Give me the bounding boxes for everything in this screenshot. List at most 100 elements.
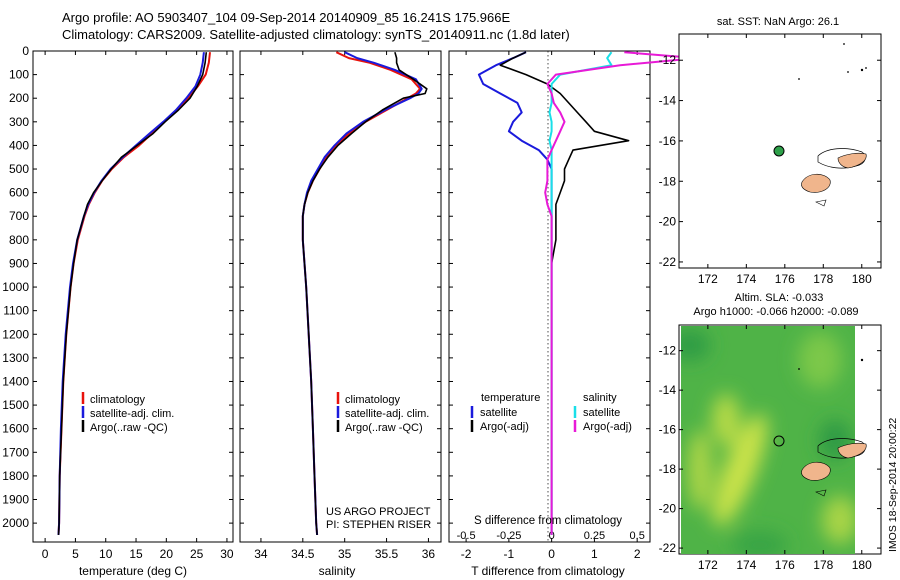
legend-label-t-argo: Argo(-adj) [480,421,529,433]
island-vanua-levu [837,152,867,169]
series-line-climatology [57,52,211,535]
argo-position-marker [773,435,785,447]
legend-header-temperature: temperature [481,392,540,404]
island-viti-levu [801,461,831,481]
map-x-tick-label: 178 [813,272,833,286]
map-y-tick-label: -14 [659,383,677,397]
legend-label-argo: Argo(..raw -QC) [90,422,168,434]
sla-anomaly-positive [688,430,712,510]
salinity-series [301,51,428,535]
map-x-tick-label: 176 [775,558,795,572]
map-y-tick-label: -14 [659,94,677,108]
x-tick-label: 10 [99,547,113,561]
map-x-tick-label: 180 [852,272,872,286]
temperature-xticks: 0 5 10 15 20 25 30 [42,51,234,561]
x-tick-label: 36 [422,547,436,561]
y-tick-label: 100 [9,68,29,82]
islet [865,67,867,69]
islet [860,358,864,362]
x-tick-label: 15 [129,547,143,561]
map-y-tick-label: -12 [659,344,677,358]
difference-top-xlabel: S difference from climatology [474,515,622,527]
sla-anomaly-positive [822,496,855,544]
x-tick-label: 20 [160,547,174,561]
y-tick-label: 1600 [2,422,29,436]
salinity-xlabel: salinity [319,564,356,578]
temperature-yticks: 0 100 200 300 400 500 600 700 800 900 1000 1100 1200… [2,44,233,530]
map-y-tick-label: -22 [659,541,677,555]
top-x-tick-label: -0.25 [496,530,521,542]
x-tick-label: 30 [220,547,234,561]
map-y-tick-label: -16 [659,423,677,437]
difference-panel: -2 -1 0 1 2 -0.5 -0.25 0 0.25 0.5 T difference f… [448,50,698,578]
sla-map-subtitle: Argo h1000: -0.066 h2000: -0.089 [693,306,858,318]
salinity-panel: 34 34.5 35 35.5 36 salinity climatology sate… [239,50,442,578]
temperature-axes-frame [32,50,234,543]
x-tick-label: 25 [190,547,204,561]
y-tick-label: 2000 [2,516,29,530]
map-x-tick-label: 174 [736,558,756,572]
islet [847,71,849,73]
y-tick-label: 200 [9,91,29,105]
legend-label-climatology: climatology [90,394,146,406]
y-tick-label: 700 [9,209,29,223]
top-x-tick-label: -0.5 [457,530,476,542]
legend-label-s-argo: Argo(-adj) [583,421,632,433]
map-x-tick-label: 172 [698,272,718,286]
legend-label-argo: Argo(..raw -QC) [345,422,423,434]
difference-axes-frame [448,50,651,543]
series-line-temperature-satellite [477,51,553,535]
top-x-tick-label: 0 [549,530,555,542]
imos-timestamp: IMOS 18-Sep-2014 20:00:22 [887,418,899,552]
series-line-argo-raw-qc [57,52,208,535]
legend-label-climatology: climatology [345,394,401,406]
map-x-tick-label: 172 [698,558,718,572]
islet [798,78,800,80]
y-tick-label: 900 [9,256,29,270]
sla-anomaly-positive [712,394,740,446]
y-tick-label: 1700 [2,445,29,459]
top-x-tick-label: 0.25 [584,530,605,542]
header-line2: Climatology: CARS2009. Satellite-adjuste… [62,27,570,42]
sla-map-ticks: 172 174 176 178 180 -12 -14 -16 -18 -20 -22 [659,325,881,572]
sla-anomaly-positive [798,332,842,388]
x-tick-label: -2 [461,547,472,561]
island-vanua-levu [837,442,867,459]
legend-label-s-satellite: satellite [583,407,620,419]
series-line-salinity-argo-adj [544,51,698,535]
x-tick-label: 0 [548,547,555,561]
y-tick-label: 1400 [2,374,29,388]
sla-anomaly-positive [713,414,767,526]
sst-map: sat. SST: NaN Argo: 26.1 172 174 176 178 180… [659,16,882,286]
map-y-tick-label: -18 [659,462,677,476]
y-tick-label: 600 [9,186,29,200]
pi-annotation: PI: STEPHEN RISER [326,519,431,531]
map-x-tick-label: 180 [852,558,872,572]
y-tick-label: 1900 [2,493,29,507]
sla-anomaly-negative [681,329,710,361]
temperature-xlabel: temperature (deg C) [79,564,187,578]
map-x-tick-label: 174 [736,272,756,286]
difference-top-xticks: -0.5 -0.25 0 0.25 0.5 [457,530,645,542]
sst-coastlines [798,43,867,207]
y-tick-label: 1500 [2,398,29,412]
y-tick-label: 300 [9,115,29,129]
x-tick-label: 2 [634,547,641,561]
map-y-tick-label: -22 [659,255,677,269]
salinity-xticks: 34 34.5 35 35.5 36 [254,51,435,561]
map-y-tick-label: -18 [659,174,677,188]
series-line-satellite-adj-clim [57,52,205,535]
temperature-series [57,52,211,535]
y-tick-label: 500 [9,162,29,176]
top-x-tick-label: 0.5 [630,530,645,542]
sla-map: Altim. SLA: -0.033 Argo h1000: -0.066 h2… [659,292,882,572]
map-y-tick-label: -20 [659,502,677,516]
island-kadavu [815,199,827,207]
y-tick-label: 0 [22,44,29,58]
salinity-axes-frame [239,50,442,543]
argo-position-marker [773,145,785,157]
project-annotation: US ARGO PROJECT [326,506,431,518]
map-y-tick-label: -16 [659,134,677,148]
y-tick-label: 1000 [2,280,29,294]
